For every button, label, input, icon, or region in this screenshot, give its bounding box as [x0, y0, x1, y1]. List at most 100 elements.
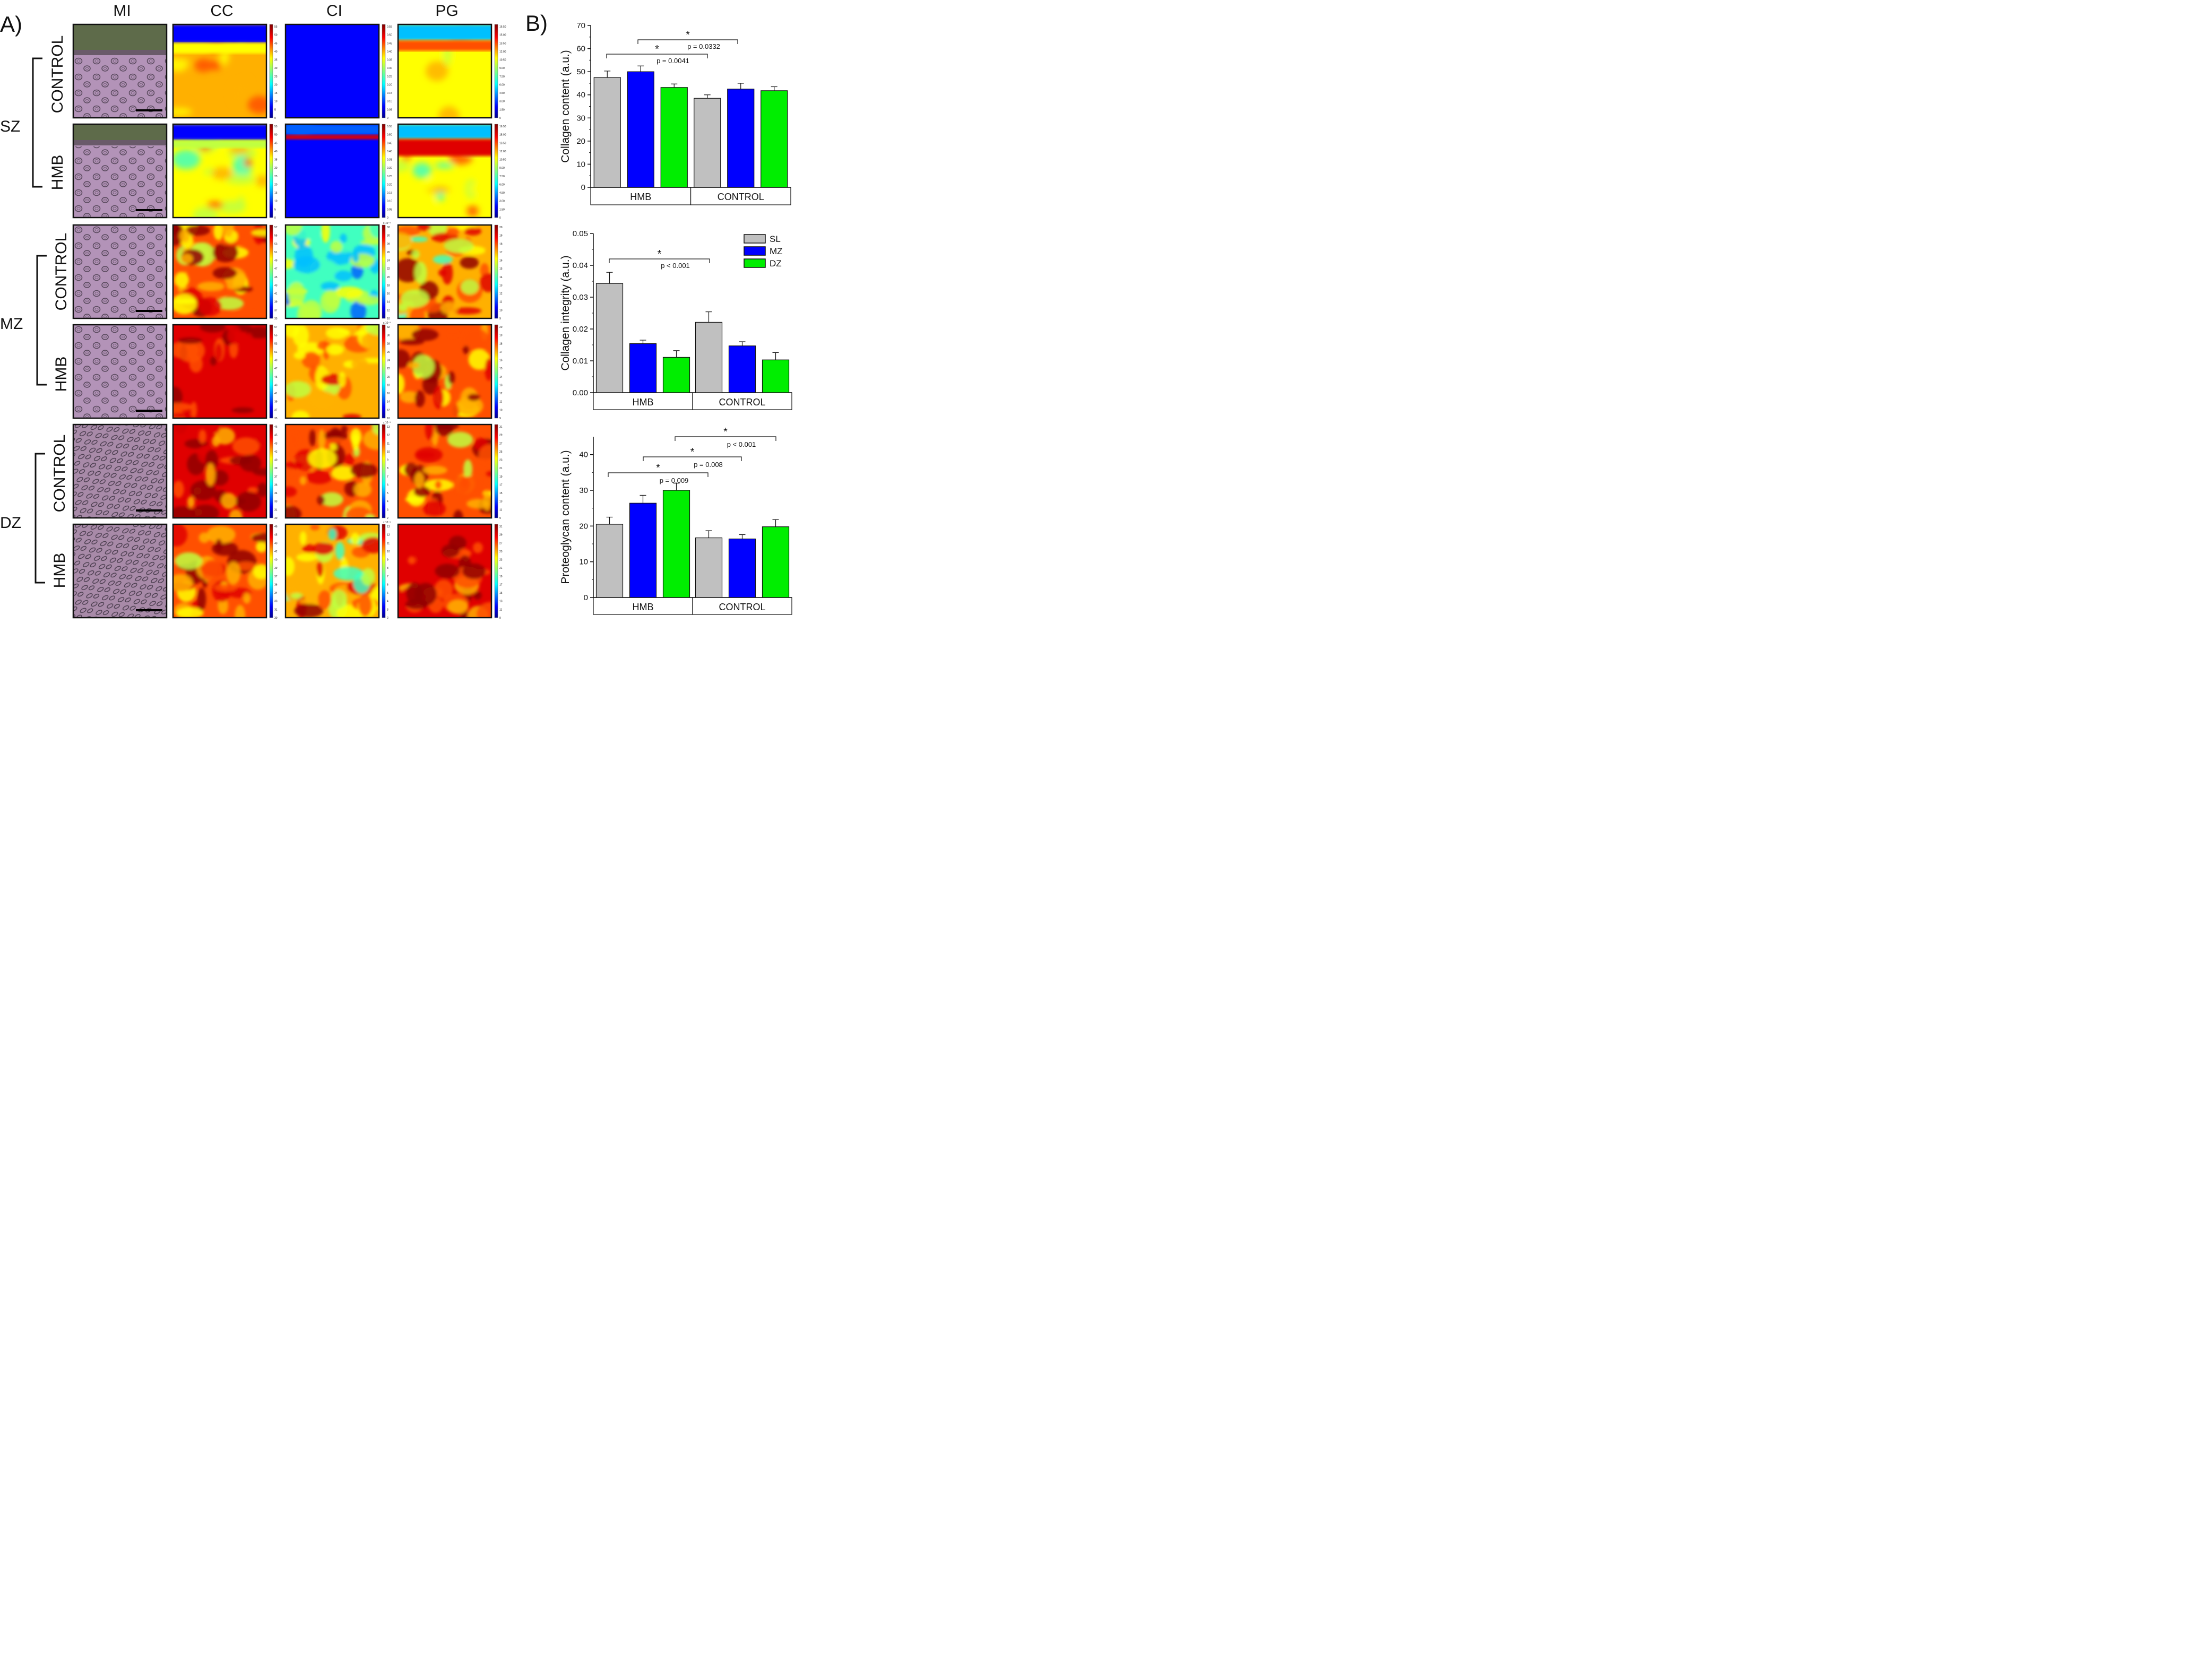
group-label-hmb: HMB: [630, 192, 651, 202]
colorbar-tick-label: 15: [274, 192, 278, 195]
colorbar-tick-label: 28: [387, 243, 390, 246]
column-header-pg: PG: [435, 2, 458, 20]
colorbar-tick-label: 13: [387, 525, 390, 529]
colorbar-tick-label: 30: [274, 617, 278, 620]
significance-bracket: [609, 258, 710, 263]
colorbar-tick-label: 12: [499, 292, 503, 296]
zone-label-sz: SZ: [0, 118, 20, 135]
colorbar-tick-label: 33: [274, 600, 278, 603]
colorbar: 57 55 53 51 49 47 45 43 41 39 37 35: [269, 324, 278, 420]
colorbar-tick-label: 11: [499, 608, 502, 611]
row-label-mz-hmb: HMB: [53, 357, 70, 392]
colorbar-tick-label: 24: [387, 359, 390, 362]
colorbar-tick-label: 6: [387, 483, 388, 487]
row-label-sz-control: CONTROL: [49, 36, 66, 114]
row-label-dz-control: CONTROL: [51, 435, 68, 513]
significance-star: *: [690, 446, 695, 458]
significance-bracket: [643, 456, 742, 461]
colorbar-tick-label: 0.20: [387, 83, 392, 86]
group-label-hmb: HMB: [633, 397, 654, 408]
colorbar-tick-label: 4: [387, 500, 388, 504]
colorbar-tick-label: 0: [274, 117, 276, 120]
colorbar-tick-label: 20: [387, 376, 390, 379]
colorbar-tick-label: 0: [499, 117, 501, 120]
colorbar-tick-label: 0.25: [387, 175, 392, 178]
colorbar-tick-label: 13.50: [499, 42, 506, 45]
colorbar-tick-label: 3.00: [499, 200, 505, 203]
legend-swatch-dz: [744, 258, 766, 268]
colorbar-tick-label: 37: [274, 409, 278, 412]
colorbar-tick-label: 15.00: [499, 134, 506, 137]
colorbar-tick-label: 0.10: [387, 100, 392, 103]
colorbar-tick-label: 0.30: [387, 167, 392, 170]
colorbar-tick-label: 15: [274, 92, 278, 95]
colorbar-tick-label: 45: [274, 142, 278, 145]
legend-swatch-sl: [744, 234, 766, 244]
colorbar-tick-label: 14: [387, 401, 390, 404]
colorbar-tick-label: 39: [274, 301, 278, 304]
colorbar-tick-label: 45: [274, 534, 278, 537]
colorbar-tick-label: 25: [499, 550, 503, 553]
colorbar-tick-label: 19: [499, 575, 503, 578]
colorbar-tick-label: 46: [274, 426, 278, 429]
colorbar-tick-label: 1.50: [499, 208, 505, 211]
colorbar-tick-label: 43: [274, 542, 278, 545]
colorbar-tick-label: 3: [387, 508, 388, 512]
colorbar-tick-label: 39: [274, 567, 278, 570]
colorbar-tick-label: 5: [387, 492, 388, 495]
colorbar-tick-label: 11: [499, 401, 502, 404]
colorbar: 16.50 15.00 13.50 12.00 10.50 9.00 7.50 6.00 4.5…: [494, 124, 506, 220]
colorbar: 13 12 11 10 9 8 7 6 5 4 3 2 x 10⁻³: [382, 521, 391, 620]
colorbar-tick-label: 0: [499, 217, 501, 220]
colorbar-tick-label: 10: [274, 100, 278, 103]
colorbar-tick-label: 20: [274, 83, 278, 86]
colorbar-tick-label: 34: [274, 592, 278, 595]
colorbar-tick-label: 0.15: [387, 92, 392, 95]
group-label-control: CONTROL: [719, 602, 765, 612]
colorbar-tick-label: 55: [274, 125, 278, 128]
heatmap-image: [397, 423, 493, 519]
colorbar-tick-label: 29: [499, 434, 503, 437]
colorbar-tick-label: 29: [499, 534, 503, 537]
bar-dz-control: [761, 90, 788, 188]
colorbar-tick-label: 36: [274, 583, 278, 586]
colorbar-tick-label: 0.30: [387, 67, 392, 70]
colorbar-tick-label: 27: [499, 442, 503, 445]
row-label-sz-hmb: HMB: [49, 155, 66, 190]
y-tick-label: 20: [576, 137, 585, 146]
colorbar-tick-label: 45: [274, 42, 278, 45]
colorbar-tick-label: 11: [387, 442, 390, 445]
colorbar-tick-label: 12: [387, 409, 390, 412]
colorbar-tick-label: 40: [274, 459, 278, 462]
colorbar-tick-label: 0.20: [387, 183, 392, 186]
colorbar-tick-label: 41: [274, 392, 278, 395]
colorbar-tick-label: 17: [499, 583, 503, 586]
y-axis-label: Collagen content (a.u.): [559, 50, 572, 162]
y-tick-label: 10: [576, 160, 585, 169]
colorbar-tick-label: 40: [274, 50, 278, 54]
colorbar-tick-label: 5: [274, 108, 276, 111]
colorbar-tick-label: 10.50: [499, 59, 506, 62]
column-header-mi: MI: [113, 2, 131, 20]
colorbar-tick-label: 40: [274, 559, 278, 562]
colorbar-tick-label: 45: [274, 376, 278, 379]
zone-label-mz: MZ: [0, 315, 23, 333]
legend: SL MZ DZ: [744, 234, 783, 269]
colorbar-tick-label: 23: [499, 559, 503, 562]
colorbar: 31 29 27 25 23 21 19 17 15 13 11 9: [494, 524, 503, 620]
colorbar-tick-label: 30: [274, 167, 278, 170]
colorbar-tick-label: 31: [274, 508, 278, 512]
colorbar-tick-label: 18: [387, 384, 390, 387]
colorbar-tick-label: 30: [387, 334, 390, 337]
colorbar-tick-label: 15: [499, 492, 503, 495]
colorbar-tick-label: 27: [499, 542, 503, 545]
colorbar-tick-label: 9: [499, 617, 501, 620]
colorbar-tick-label: 17: [499, 351, 503, 354]
colorbar-tick-label: 53: [274, 243, 278, 246]
colorbar-tick-label: 41: [274, 292, 278, 296]
bar-dz-control: [762, 359, 790, 393]
colorbar-tick-label: 6: [387, 583, 388, 586]
colorbar-tick-label: 10: [274, 200, 278, 203]
colorbar-tick-label: 0.45: [387, 42, 392, 45]
